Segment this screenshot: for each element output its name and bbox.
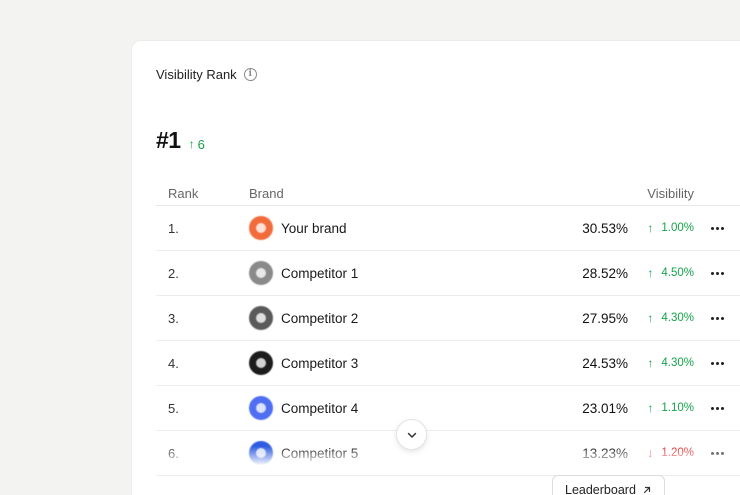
- scroll-fade: [132, 446, 740, 466]
- row-menu: [694, 403, 740, 414]
- row-menu: [694, 268, 740, 279]
- more-options-icon[interactable]: [707, 358, 728, 369]
- table-row[interactable]: 1. Your brand 30.53% ↑ 1.00%: [156, 206, 740, 251]
- visibility-change: ↑ 4.30%: [636, 357, 694, 369]
- card-title: Visibility Rank: [156, 67, 237, 82]
- rank-change-value: 6: [197, 136, 205, 152]
- arrow-up-icon: ↑: [647, 266, 654, 280]
- chevron-down-icon: [407, 432, 416, 438]
- row-visibility: 23.01% ↑ 1.10%: [534, 401, 694, 416]
- visibility-change-value: 1.00%: [661, 222, 694, 234]
- row-visibility: 27.95% ↑ 4.30%: [534, 311, 694, 326]
- row-brand: Competitor 2: [249, 306, 534, 330]
- more-options-icon[interactable]: [707, 268, 728, 279]
- row-visibility: 28.52% ↑ 4.50%: [534, 266, 694, 281]
- row-menu: [694, 223, 740, 234]
- row-menu: [694, 313, 740, 324]
- brand-logo-icon: [249, 351, 273, 375]
- visibility-value: 24.53%: [582, 355, 628, 371]
- table-header: Rank Brand Visibility: [156, 181, 740, 206]
- row-visibility: 30.53% ↑ 1.00%: [534, 221, 694, 236]
- rank-change: ↑ 6: [189, 137, 205, 152]
- row-brand: Competitor 4: [249, 396, 534, 420]
- row-rank: 4.: [168, 355, 179, 371]
- visibility-change: ↑ 1.10%: [636, 402, 694, 414]
- arrow-up-icon: ↑: [188, 137, 195, 151]
- brand-logo-icon: [249, 216, 273, 240]
- row-rank: 2.: [168, 265, 179, 281]
- visibility-rank-card: Visibility Rank i #1 ↑ 6 Rank Brand Visi…: [131, 40, 740, 495]
- row-brand: Competitor 1: [249, 261, 534, 285]
- table-row[interactable]: 2. Competitor 1 28.52% ↑ 4.50%: [156, 251, 740, 296]
- visibility-change-value: 4.30%: [661, 357, 694, 369]
- visibility-value: 27.95%: [582, 310, 628, 326]
- more-options-icon[interactable]: [707, 223, 728, 234]
- rank-value: #1: [156, 127, 181, 153]
- visibility-change: ↑ 4.50%: [636, 267, 694, 279]
- table-body: 1. Your brand 30.53% ↑ 1.00% 2. Competit…: [156, 206, 740, 476]
- row-brand: Your brand: [249, 216, 534, 240]
- arrow-up-icon: ↑: [647, 356, 654, 370]
- visibility-change: ↑ 1.00%: [636, 222, 694, 234]
- brand-logo-icon: [249, 306, 273, 330]
- visibility-table: Rank Brand Visibility 1. Your brand 30.5…: [156, 181, 740, 476]
- table-row[interactable]: 5. Competitor 4 23.01% ↑ 1.10%: [156, 386, 740, 431]
- row-rank: 1.: [168, 220, 179, 236]
- visibility-change-value: 1.10%: [661, 402, 694, 414]
- header-brand: Brand: [249, 185, 284, 201]
- arrow-up-icon: ↑: [647, 221, 654, 235]
- scroll-down-button[interactable]: [396, 419, 427, 450]
- brand-name: Competitor 2: [281, 310, 359, 326]
- rank-summary: #1 ↑ 6: [156, 127, 205, 154]
- visibility-value: 23.01%: [582, 400, 628, 416]
- row-rank: 5.: [168, 400, 179, 416]
- visibility-change: ↑ 4.30%: [636, 312, 694, 324]
- brand-name: Competitor 1: [281, 265, 359, 281]
- header-rank: Rank: [168, 185, 199, 201]
- info-icon[interactable]: i: [243, 68, 257, 81]
- arrow-up-icon: ↑: [647, 311, 654, 325]
- arrow-up-icon: ↑: [647, 401, 654, 415]
- leaderboard-label: Leaderboard: [565, 483, 636, 495]
- external-arrow-icon: [643, 486, 651, 494]
- brand-name: Competitor 3: [281, 355, 359, 371]
- row-brand: Competitor 3: [249, 351, 534, 375]
- brand-name: Competitor 4: [281, 400, 359, 416]
- row-menu: [694, 358, 740, 369]
- brand-logo-icon: [249, 396, 273, 420]
- table-row[interactable]: 4. Competitor 3 24.53% ↑ 4.30%: [156, 341, 740, 386]
- row-rank: 3.: [168, 310, 179, 326]
- card-header: Visibility Rank i: [156, 67, 257, 82]
- row-visibility: 24.53% ↑ 4.30%: [534, 356, 694, 371]
- more-options-icon[interactable]: [707, 403, 728, 414]
- brand-logo-icon: [249, 261, 273, 285]
- visibility-change-value: 4.30%: [661, 312, 694, 324]
- header-visibility: Visibility: [647, 185, 694, 201]
- visibility-value: 28.52%: [582, 265, 628, 281]
- more-options-icon[interactable]: [707, 313, 728, 324]
- leaderboard-button[interactable]: Leaderboard: [552, 475, 665, 495]
- brand-name: Your brand: [281, 220, 347, 236]
- table-row[interactable]: 3. Competitor 2 27.95% ↑ 4.30%: [156, 296, 740, 341]
- visibility-value: 30.53%: [582, 220, 628, 236]
- visibility-change-value: 4.50%: [661, 267, 694, 279]
